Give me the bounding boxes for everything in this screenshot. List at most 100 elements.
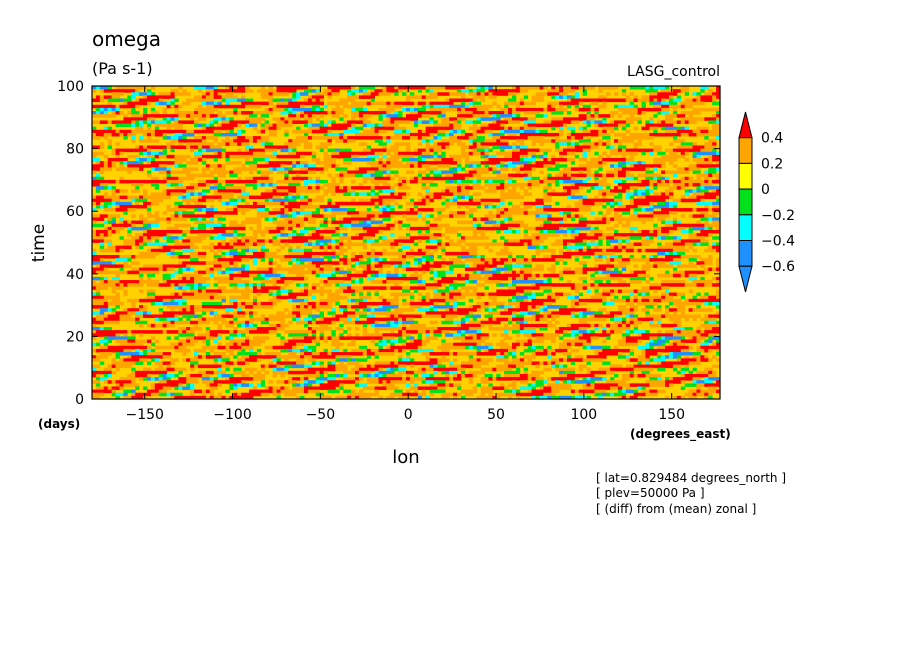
- heatmap-cell: [237, 98, 242, 103]
- heatmap-cell: [303, 120, 309, 124]
- heatmap-cell: [170, 92, 175, 96]
- heatmap-cell: [292, 229, 297, 234]
- heatmap-cell: [531, 123, 536, 128]
- heatmap-cell: [413, 161, 419, 165]
- heatmap-cell: [292, 142, 297, 146]
- heatmap-cell: [468, 226, 474, 231]
- heatmap-cell: [162, 111, 167, 115]
- heatmap-cell: [264, 136, 270, 140]
- heatmap-cell: [319, 223, 324, 228]
- heatmap-cell: [264, 201, 270, 206]
- heatmap-cell: [260, 173, 266, 178]
- heatmap-cell: [362, 214, 368, 218]
- heatmap-cell: [256, 176, 262, 181]
- heatmap-cell: [166, 92, 171, 96]
- heatmap-cell: [339, 170, 344, 175]
- heatmap-cell: [241, 151, 246, 156]
- heatmap-cell: [488, 92, 493, 96]
- heatmap-cell: [413, 217, 419, 221]
- heatmap-cell: [327, 142, 332, 146]
- heatmap-cell: [496, 114, 501, 118]
- heatmap-cell: [684, 148, 689, 153]
- heatmap-cell: [480, 86, 485, 90]
- heatmap-cell: [586, 123, 591, 128]
- heatmap-cell: [645, 189, 650, 193]
- heatmap-cell: [617, 98, 623, 103]
- heatmap-cell: [712, 129, 717, 134]
- heatmap-cell: [614, 139, 619, 143]
- heatmap-cell: [292, 117, 297, 121]
- heatmap-cell: [547, 195, 552, 200]
- heatmap-cell: [351, 107, 356, 112]
- heatmap-cell: [617, 192, 623, 196]
- heatmap-cell: [657, 111, 662, 115]
- heatmap-cell: [213, 211, 219, 215]
- heatmap-cell: [421, 226, 427, 231]
- heatmap-cell: [201, 161, 207, 165]
- heatmap-cell: [398, 117, 403, 121]
- heatmap-cell: [504, 129, 509, 134]
- heatmap-cell: [515, 208, 521, 212]
- heatmap-cell: [449, 123, 454, 128]
- heatmap-cell: [590, 161, 595, 165]
- heatmap-cell: [233, 198, 238, 203]
- heatmap-cell: [543, 157, 548, 162]
- heatmap-cell: [268, 167, 273, 171]
- heatmap-cell: [680, 183, 686, 187]
- heatmap-cell: [150, 233, 156, 237]
- heatmap-cell: [672, 223, 678, 228]
- heatmap-cell: [496, 111, 501, 115]
- heatmap-cell: [563, 186, 568, 190]
- heatmap-cell: [480, 170, 485, 175]
- heatmap-cell: [378, 126, 383, 131]
- heatmap-cell: [551, 208, 556, 212]
- heatmap-cell: [351, 126, 356, 131]
- heatmap-cell: [610, 114, 615, 118]
- heatmap-cell: [672, 126, 678, 131]
- heatmap-cell: [425, 176, 430, 181]
- heatmap-cell: [296, 192, 301, 196]
- heatmap-cell: [716, 129, 721, 134]
- heatmap-cell: [515, 117, 521, 121]
- heatmap-cell: [307, 142, 313, 146]
- heatmap-cell: [508, 92, 513, 96]
- heatmap-cell: [394, 157, 399, 162]
- heatmap-cell: [178, 217, 183, 221]
- heatmap-cell: [339, 201, 344, 206]
- heatmap-cell: [358, 170, 364, 175]
- heatmap-cell: [625, 217, 631, 221]
- heatmap-cell: [158, 123, 164, 128]
- heatmap-cell: [201, 183, 207, 187]
- heatmap-cell: [347, 120, 352, 124]
- heatmap-cell: [508, 120, 513, 124]
- heatmap-cell: [566, 89, 572, 93]
- heatmap-cell: [559, 173, 564, 178]
- heatmap-cell: [264, 142, 270, 146]
- heatmap-cell: [256, 220, 262, 225]
- heatmap-cell: [500, 173, 505, 178]
- heatmap-cell: [547, 226, 552, 231]
- heatmap-cell: [166, 208, 171, 212]
- heatmap-cell: [586, 208, 591, 212]
- heatmap-cell: [319, 161, 324, 165]
- heatmap-cell: [127, 161, 132, 165]
- heatmap-cell: [276, 98, 281, 103]
- heatmap-cell: [712, 179, 717, 184]
- heatmap-cell: [186, 192, 191, 196]
- heatmap-cell: [252, 164, 258, 168]
- heatmap-cell: [590, 201, 595, 206]
- heatmap-cell: [453, 92, 458, 96]
- heatmap-cell: [515, 154, 521, 159]
- heatmap-cell: [315, 161, 321, 165]
- heatmap-cell: [256, 179, 262, 184]
- heatmap-cell: [186, 170, 191, 175]
- heatmap-cell: [170, 89, 175, 93]
- heatmap-cell: [566, 208, 572, 212]
- heatmap-cell: [590, 86, 595, 90]
- heatmap-cell: [296, 129, 301, 134]
- heatmap-cell: [563, 173, 568, 178]
- heatmap-cell: [665, 214, 670, 218]
- heatmap-cell: [221, 123, 226, 128]
- heatmap-cell: [284, 226, 289, 231]
- heatmap-cell: [115, 195, 120, 200]
